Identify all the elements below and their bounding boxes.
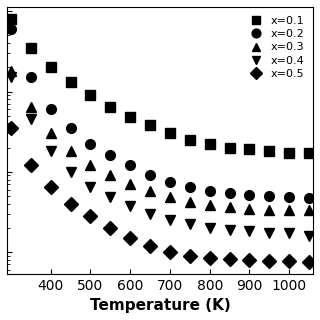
x=0.2 bbox=[268, 194, 271, 198]
x=0.2 bbox=[228, 191, 231, 195]
x=0.4 bbox=[188, 223, 192, 227]
x=0.2 bbox=[248, 193, 252, 196]
x=0.2 bbox=[49, 108, 52, 111]
x=0.2 bbox=[307, 196, 311, 200]
x=0.4 bbox=[49, 149, 52, 153]
x=0.5 bbox=[208, 256, 212, 260]
x=0.1 bbox=[49, 66, 52, 69]
x=0.1 bbox=[68, 80, 72, 84]
x=0.3 bbox=[287, 208, 291, 212]
Line: x=0.2: x=0.2 bbox=[6, 24, 314, 203]
x=0.3 bbox=[9, 69, 13, 73]
x=0.4 bbox=[29, 117, 33, 121]
x=0.2 bbox=[108, 153, 112, 157]
x=0.2 bbox=[68, 126, 72, 130]
x=0.5 bbox=[268, 259, 271, 262]
x=0.2 bbox=[287, 196, 291, 199]
x=0.1 bbox=[228, 146, 231, 149]
x=0.5 bbox=[108, 226, 112, 230]
x=0.1 bbox=[108, 105, 112, 108]
x=0.2 bbox=[208, 189, 212, 193]
Line: x=0.1: x=0.1 bbox=[6, 14, 314, 158]
x=0.4 bbox=[68, 170, 72, 174]
x=0.5 bbox=[188, 254, 192, 258]
x=0.1 bbox=[128, 115, 132, 119]
x=0.4 bbox=[228, 228, 231, 231]
x=0.3 bbox=[108, 173, 112, 177]
x=0.3 bbox=[148, 189, 152, 193]
x=0.3 bbox=[68, 149, 72, 153]
x=0.4 bbox=[128, 204, 132, 208]
x=0.1 bbox=[29, 46, 33, 50]
x=0.1 bbox=[188, 138, 192, 142]
x=0.3 bbox=[168, 196, 172, 199]
x=0.4 bbox=[208, 226, 212, 230]
x=0.3 bbox=[307, 208, 311, 212]
x=0.5 bbox=[228, 257, 231, 261]
x=0.5 bbox=[128, 236, 132, 240]
x=0.1 bbox=[168, 132, 172, 135]
x=0.5 bbox=[89, 214, 92, 218]
x=0.2 bbox=[89, 142, 92, 146]
x=0.5 bbox=[168, 250, 172, 254]
x=0.4 bbox=[168, 218, 172, 222]
x=0.3 bbox=[89, 164, 92, 167]
x=0.4 bbox=[248, 229, 252, 233]
x=0.3 bbox=[228, 205, 231, 209]
x=0.1 bbox=[248, 148, 252, 151]
x=0.5 bbox=[287, 259, 291, 263]
x=0.4 bbox=[287, 232, 291, 236]
Legend: x=0.1, x=0.2, x=0.3, x=0.4, x=0.5: x=0.1, x=0.2, x=0.3, x=0.4, x=0.5 bbox=[242, 12, 308, 83]
x=0.2 bbox=[9, 27, 13, 31]
Line: x=0.4: x=0.4 bbox=[6, 73, 314, 240]
x=0.1 bbox=[89, 93, 92, 97]
x=0.2 bbox=[188, 185, 192, 189]
x=0.4 bbox=[89, 185, 92, 189]
x=0.1 bbox=[287, 151, 291, 155]
x=0.5 bbox=[49, 185, 52, 189]
x=0.4 bbox=[148, 212, 152, 216]
x=0.2 bbox=[29, 76, 33, 79]
x=0.4 bbox=[268, 232, 271, 236]
Line: x=0.5: x=0.5 bbox=[6, 123, 314, 266]
x=0.1 bbox=[148, 123, 152, 127]
x=0.1 bbox=[307, 151, 311, 155]
x=0.4 bbox=[9, 76, 13, 79]
x=0.1 bbox=[9, 17, 13, 21]
x=0.3 bbox=[248, 207, 252, 211]
x=0.4 bbox=[307, 234, 311, 237]
x=0.3 bbox=[268, 208, 271, 212]
x=0.3 bbox=[49, 132, 52, 135]
x=0.5 bbox=[248, 258, 252, 262]
x=0.1 bbox=[208, 142, 212, 146]
x=0.1 bbox=[268, 149, 271, 153]
x=0.4 bbox=[108, 196, 112, 199]
x=0.3 bbox=[29, 105, 33, 108]
x=0.5 bbox=[9, 126, 13, 130]
x=0.3 bbox=[128, 182, 132, 186]
x=0.3 bbox=[208, 204, 212, 207]
x=0.3 bbox=[188, 200, 192, 204]
x=0.2 bbox=[168, 180, 172, 184]
x=0.2 bbox=[148, 173, 152, 177]
x=0.5 bbox=[148, 244, 152, 248]
x=0.5 bbox=[307, 260, 311, 263]
x=0.2 bbox=[128, 164, 132, 167]
Line: x=0.3: x=0.3 bbox=[6, 66, 314, 215]
X-axis label: Temperature (K): Temperature (K) bbox=[90, 298, 230, 313]
x=0.5 bbox=[68, 202, 72, 205]
x=0.5 bbox=[29, 164, 33, 167]
